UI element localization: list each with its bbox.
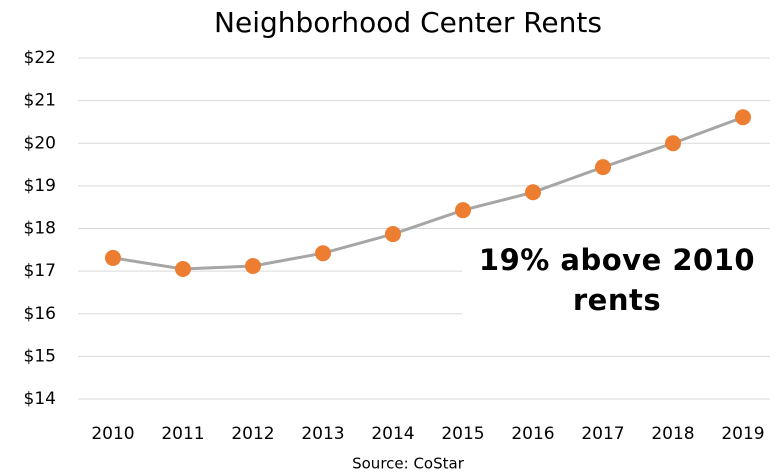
y-tick-label: $21 (24, 91, 56, 111)
y-tick-label: $15 (24, 346, 56, 366)
annotation: 19% above 2010 rents (462, 240, 772, 324)
x-tick-label: 2013 (301, 424, 344, 444)
marker (105, 249, 121, 266)
series-line (112, 115, 744, 271)
marker (455, 202, 471, 219)
source: Source: CoStar (352, 455, 465, 473)
x-tick-label: 2011 (161, 424, 204, 444)
y-tick-label: $14 (24, 389, 56, 409)
x-tick-label: 2019 (721, 424, 764, 444)
x-tick-label: 2014 (371, 424, 414, 444)
marker (595, 159, 611, 176)
x-tick-label: 2017 (581, 424, 624, 444)
marker (665, 135, 681, 152)
y-tick-label: $20 (24, 133, 56, 153)
y-tick-label: $19 (24, 176, 56, 196)
x-tick-label: 2015 (441, 424, 484, 444)
marker (175, 260, 191, 277)
y-tick-label: $22 (24, 48, 56, 68)
marker (385, 226, 401, 243)
y-tick-label: $16 (24, 304, 56, 324)
marker (735, 109, 751, 126)
x-tick-label: 2012 (231, 424, 274, 444)
y-tick-label: $17 (24, 261, 56, 281)
marker (245, 258, 261, 275)
y-tick-label: $18 (24, 219, 56, 239)
marker (315, 245, 331, 262)
x-tick-label: 2010 (91, 424, 134, 444)
chart-title: Neighborhood Center Rents (214, 6, 602, 39)
marker (525, 184, 541, 201)
x-tick-label: 2018 (651, 424, 694, 444)
x-tick-label: 2016 (511, 424, 554, 444)
